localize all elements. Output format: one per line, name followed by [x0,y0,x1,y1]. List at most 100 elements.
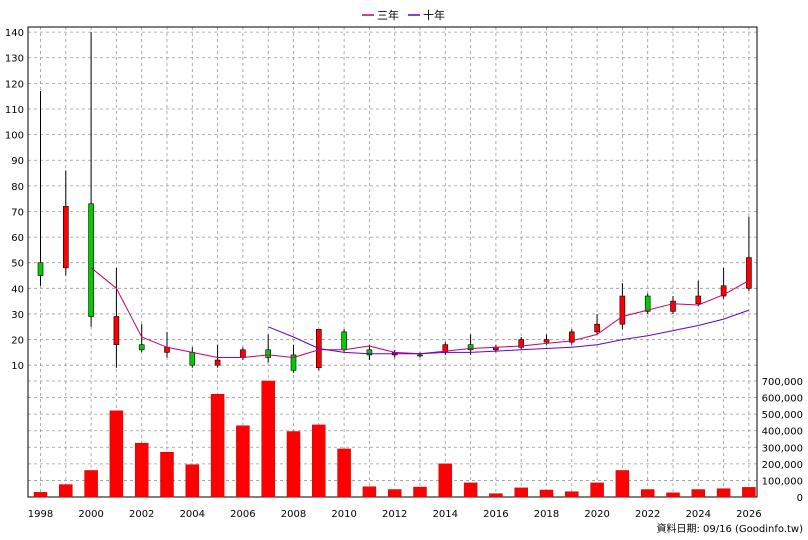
volume-bar [286,431,301,498]
legend-label: 十年 [423,8,445,22]
candle-body-down [240,349,246,358]
candle-body-up [644,295,651,312]
axes: 10 20 30 40 50 60 70 80 90 100 110 120 130 140 0 100,00… [5,28,803,520]
volume-bar [640,489,655,498]
x-tick-label: 2010 [331,509,356,520]
x-tick-label: 2016 [483,509,508,520]
candle-body-down [113,316,120,345]
candle-body-up [138,344,145,351]
volume-bar [337,448,351,498]
x-tick-label: 2012 [382,509,407,520]
candlesticks [37,32,752,373]
price-tick-label: 30 [11,310,24,321]
series-line-10yr [268,309,750,355]
price-tick-label: 10 [11,361,24,372]
volume-bar [33,492,48,498]
candle-body-up [341,331,347,351]
volume-bar [59,484,73,498]
grid [28,27,757,498]
volume-tick-label: 300,000 [762,443,803,454]
volume-bar [463,482,478,498]
candle-body-up [37,262,44,276]
x-tick-label: 2014 [433,509,458,520]
volume-bars [33,380,756,498]
volume-bar [134,442,149,498]
volume-bar [413,486,427,498]
volume-bar [666,492,680,498]
x-tick-label: 2002 [129,509,154,520]
price-tick-label: 20 [11,336,24,347]
volume-bar [387,489,402,498]
candle-body-down [619,295,626,325]
price-tick-label: 60 [11,233,24,244]
x-tick-label: 2004 [180,509,205,520]
candle-body-up [290,354,297,371]
candle-body-up [88,203,94,317]
price-tick-label: 120 [5,79,24,90]
price-tick-label: 40 [11,284,24,295]
volume-tick-label: 100,000 [762,476,803,487]
volume-bar [590,482,604,498]
candle-body-down [62,206,69,269]
candle-body-down [695,295,702,305]
volume-bar [742,487,756,498]
candle-body-down [594,323,600,333]
volume-tick-label: 200,000 [762,460,803,471]
volume-bar [615,470,630,498]
volume-bar [362,486,377,498]
candle-body-down [720,285,727,297]
candle-body-down [214,359,221,366]
candle-body-up [265,349,272,358]
volume-bar [514,487,528,498]
volume-bar [185,464,200,498]
x-tick-label: 1998 [28,509,53,520]
candle-body-down [543,339,550,343]
volume-bar [109,410,124,498]
volume-tick-label: 700,000 [762,377,803,388]
volume-bar [312,424,326,498]
price-tick-label: 110 [5,105,24,116]
price-tick-label: 130 [5,54,24,65]
price-tick-label: 100 [5,131,24,142]
volume-bar [210,394,225,498]
volume-bar [691,489,706,498]
volume-bar [261,380,275,498]
moving-average-lines [90,267,750,359]
x-tick-label: 2026 [736,509,761,520]
candle-body-up [467,344,474,351]
footer-source-text: 資料日期: 09/16 (Goodinfo.tw) [656,522,803,535]
candle-body-down [670,300,676,312]
volume-bar [539,489,554,498]
x-tick-label: 2006 [230,509,255,520]
volume-bar [565,491,579,498]
volume-bar [84,470,98,498]
x-tick-label: 2020 [584,509,609,520]
candle-body-up [417,354,423,357]
x-tick-label: 2018 [534,509,559,520]
volume-tick-label: 0 [797,493,803,504]
volume-bar [489,493,503,498]
candle-body-down [518,339,525,348]
price-tick-label: 90 [11,156,24,167]
x-tick-label: 2000 [78,509,103,520]
legend: 三年 十年 [362,8,445,22]
volume-bar [160,452,174,498]
price-tick-label: 50 [11,259,24,270]
price-tick-label: 70 [11,207,24,218]
legend-label: 三年 [377,8,399,22]
candle-body-up [189,352,196,366]
x-tick-label: 2024 [686,509,711,520]
volume-tick-label: 500,000 [762,410,803,421]
candle-body-up [366,349,373,356]
x-tick-label: 2008 [281,509,306,520]
candle-body-down [746,257,752,289]
volume-tick-label: 600,000 [762,394,803,405]
price-tick-label: 140 [5,28,24,39]
volume-bar [236,425,250,498]
volume-tick-label: 400,000 [762,427,803,438]
candle-body-down [568,331,575,343]
price-tick-label: 80 [11,182,24,193]
x-tick-label: 2022 [635,509,660,520]
volume-bar [438,463,453,498]
